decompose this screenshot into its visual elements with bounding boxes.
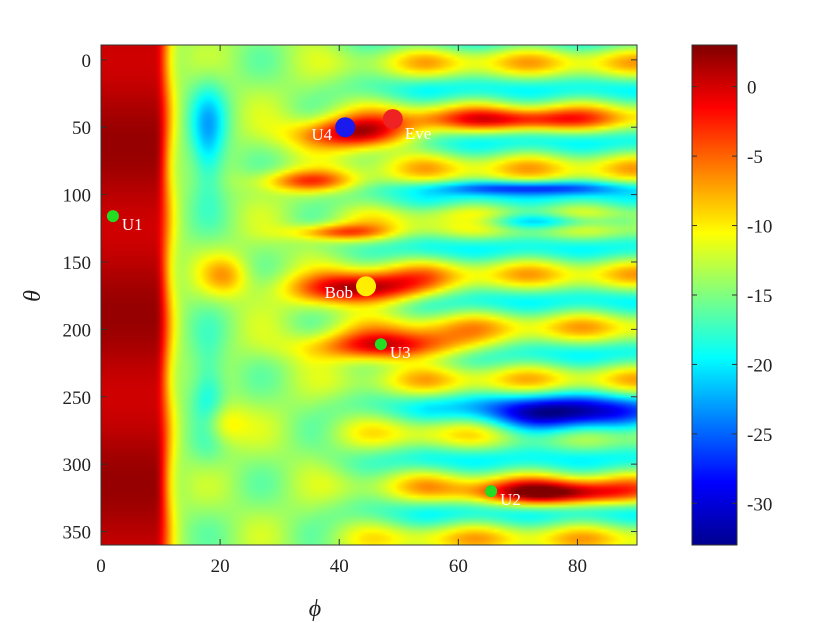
x-tick-label: 20	[211, 556, 230, 577]
marker-label-u1: U1	[122, 215, 143, 234]
plot-frame	[100, 44, 638, 546]
marker-u4	[335, 117, 356, 138]
marker-u1	[106, 210, 119, 223]
x-tick-label: 0	[96, 556, 106, 577]
y-tick-label: 0	[82, 51, 92, 72]
marker-bob	[356, 276, 377, 297]
y-tick-label: 250	[63, 388, 92, 409]
marker-label-u4: U4	[311, 125, 332, 144]
y-tick-label: 200	[63, 320, 92, 341]
marker-label-u3: U3	[390, 343, 411, 362]
colorbar-bar	[691, 44, 738, 546]
y-tick-label: 50	[72, 118, 91, 139]
colorbar-tick-label: -30	[747, 494, 772, 515]
x-axis-label: ϕ	[309, 596, 321, 622]
x-tick-label: 80	[568, 556, 587, 577]
x-tick-label: 40	[330, 556, 349, 577]
colorbar-tick-label: -20	[747, 355, 772, 376]
marker-u3	[374, 338, 387, 351]
colorbar-tick-label: -5	[747, 147, 763, 168]
y-axis: 0 50 100 150 200 250 300 350	[63, 51, 637, 544]
y-tick-label: 350	[63, 523, 92, 544]
x-tick-label: 60	[449, 556, 468, 577]
x-axis: 0 20 40 60 80	[96, 45, 587, 577]
marker-label-u2: U2	[500, 490, 521, 509]
colorbar-tick-label: 0	[747, 78, 757, 99]
colorbar: 0 -5 -10 -15 -20 -25 -30	[691, 44, 772, 546]
y-tick-label: 300	[63, 455, 92, 476]
colorbar-tick-label: -15	[747, 286, 772, 307]
marker-eve	[382, 109, 403, 130]
marker-u2	[485, 485, 498, 498]
colorbar-tick-label: -10	[747, 217, 772, 238]
colorbar-tick-label: -25	[747, 425, 772, 446]
y-tick-label: 100	[63, 186, 92, 207]
markers: U1 U2 U3 U4 Eve Bob	[106, 109, 521, 509]
y-tick-label: 150	[63, 253, 92, 274]
y-axis-label: θ	[20, 290, 46, 302]
colorbar-ticks: 0 -5 -10 -15 -20 -25 -30	[692, 78, 772, 515]
marker-label-bob: Bob	[325, 283, 353, 302]
marker-label-eve: Eve	[405, 124, 431, 143]
